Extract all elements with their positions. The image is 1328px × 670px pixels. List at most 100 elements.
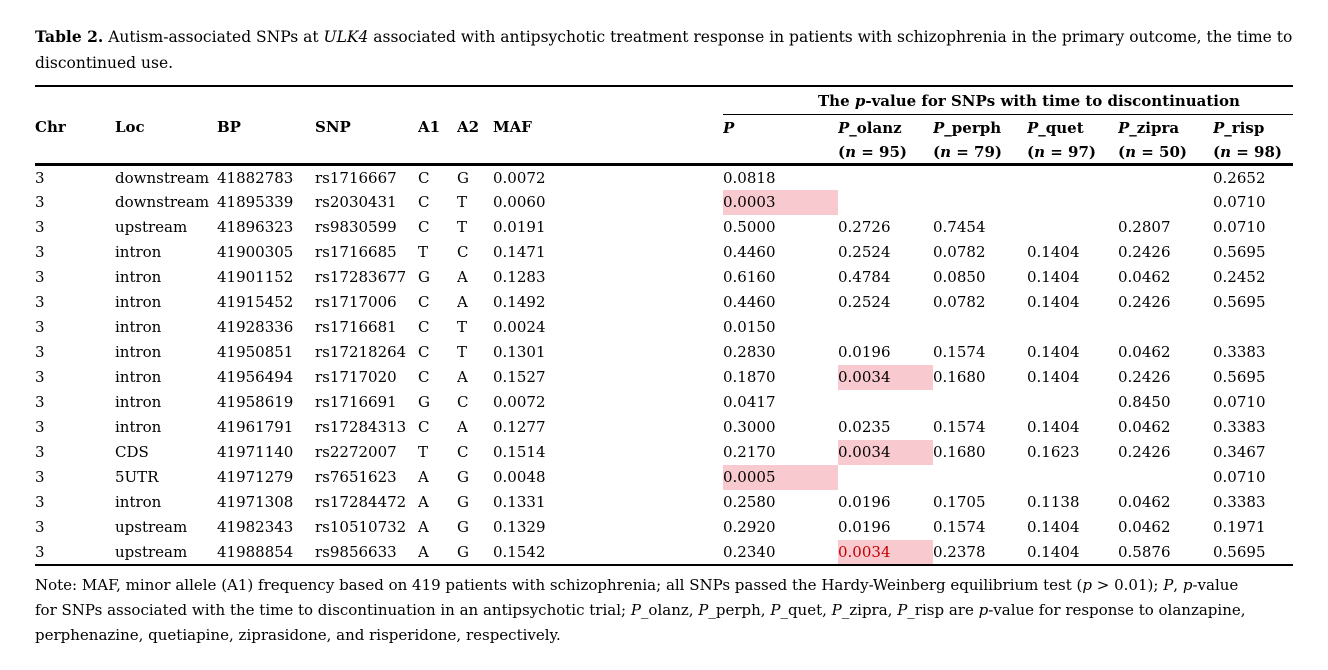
text-segment: = 98) [1231, 142, 1282, 161]
text-segment: _olanz, [640, 600, 699, 619]
cell-p-risp: 0.0710 [1213, 193, 1266, 211]
cell-p-risp: 0.3383 [1213, 418, 1266, 436]
text-segment: n [1034, 142, 1046, 161]
table-note-line-3: perphenazine, quetiapine, ziprasidone, a… [35, 623, 1293, 648]
cell-p: 0.4460 [723, 243, 776, 261]
spanner-spacer [35, 86, 723, 115]
cell-p-perph [933, 390, 1027, 415]
cell-p: 0.0003 [723, 189, 838, 215]
text-segment: A1 [418, 118, 441, 137]
text-segment: -value [1192, 575, 1239, 594]
text-segment: _quet [1038, 118, 1084, 137]
cell-bp: 41950851 [217, 343, 294, 361]
cell-bp: 41896323 [217, 218, 294, 236]
cell-chr: 3 [35, 268, 45, 286]
cell-bp: 41982343 [217, 518, 294, 536]
subheader-n-olanz: (n = 95) [838, 140, 933, 165]
cell-chr: 3 [35, 542, 45, 561]
col-header-p-perph: P_perph [933, 115, 1027, 141]
cell-p-perph: 0.2378 [933, 542, 986, 561]
cell-p: 0.2920 [723, 518, 776, 536]
cell-loc: downstream [115, 193, 210, 211]
cell-p-risp: 0.5695 [1213, 368, 1266, 386]
cell-p-zipra: 0.8450 [1118, 393, 1171, 411]
cell-bp: 41901152 [217, 268, 294, 286]
cell-p-quet: 0.1404 [1027, 368, 1080, 386]
cell-p-olanz: 0.2524 [838, 243, 891, 261]
text-segment: A2 [457, 118, 480, 137]
text-segment: , [1173, 575, 1183, 594]
cell-snp: rs1716685 [315, 243, 397, 261]
cell-p-perph [933, 165, 1027, 190]
cell-a1: C [418, 218, 430, 236]
cell-chr: 3 [35, 343, 45, 361]
col-header-maf: MAF [493, 115, 723, 141]
column-header-row: Chr Loc BP SNP A1 A2 MAF P P_olanz P_per… [35, 115, 1293, 141]
cell-chr: 3 [35, 193, 45, 211]
cell-p-olanz: 0.0196 [838, 343, 891, 361]
table-row: 3 downstream 41882783 rs1716667 C G 0.00… [35, 165, 1293, 190]
cell-a2: A [457, 268, 468, 286]
cell-bp: 41895339 [217, 193, 294, 211]
text-segment: _risp are [907, 600, 979, 619]
col-header-p-zipra: P_zipra [1118, 115, 1213, 141]
cell-p-zipra: 0.5876 [1118, 542, 1171, 561]
cell-snp: rs17283677 [315, 268, 407, 286]
cell-p-perph: 0.1680 [933, 443, 986, 461]
subheader-spacer [35, 140, 838, 165]
cell-p-olanz: 0.0196 [838, 493, 891, 511]
cell-p-olanz: 0.0235 [838, 418, 891, 436]
table-body: 3 downstream 41882783 rs1716667 C G 0.00… [35, 165, 1294, 565]
cell-snp: rs1716681 [315, 318, 397, 336]
text-segment: p [854, 91, 866, 110]
cell-loc: downstream [115, 168, 210, 187]
cell-a1: A [418, 542, 429, 561]
cell-loc: intron [115, 318, 162, 336]
cell-p-olanz [838, 315, 933, 340]
table-title-line-2: discontinued use. [35, 50, 1293, 76]
text-segment: SNP [315, 118, 351, 137]
table-title: Table 2. Autism-associated SNPs at ULK4 … [35, 24, 1293, 76]
col-header-p-risp: P_risp [1213, 115, 1293, 141]
cell-a1: C [418, 293, 430, 311]
cell-p-zipra [1118, 465, 1213, 490]
col-header-snp: SNP [315, 115, 418, 141]
table-row: 3 intron 41971308 rs17284472 A G 0.1331 … [35, 490, 1293, 515]
cell-p-perph: 0.1574 [933, 518, 986, 536]
cell-p-risp: 0.3383 [1213, 343, 1266, 361]
cell-p-perph: 0.0850 [933, 268, 986, 286]
cell-bp: 41958619 [217, 393, 294, 411]
cell-p: 0.2830 [723, 343, 776, 361]
text-segment: P [831, 600, 842, 619]
cell-p-risp: 0.3383 [1213, 493, 1266, 511]
cell-p: 0.3000 [723, 418, 776, 436]
cell-p-quet [1027, 390, 1118, 415]
cell-p-perph [933, 315, 1027, 340]
cell-maf: 0.1514 [493, 443, 546, 461]
cell-p-zipra [1118, 315, 1213, 340]
cell-bp: 41928336 [217, 318, 294, 336]
cell-loc: upstream [115, 518, 188, 536]
text-segment: ( [1213, 142, 1221, 161]
cell-a2: G [457, 468, 469, 486]
cell-loc: intron [115, 343, 162, 361]
cell-p-perph [933, 465, 1027, 490]
spanner-row: The p-value for SNPs with time to discon… [35, 86, 1294, 115]
text-segment: ( [933, 142, 941, 161]
cell-p-zipra: 0.2807 [1118, 218, 1171, 236]
cell-p: 0.2580 [723, 493, 776, 511]
text-segment: P [630, 600, 641, 619]
cell-p-zipra: 0.0462 [1118, 268, 1171, 286]
cell-chr: 3 [35, 393, 45, 411]
cell-a1: A [418, 468, 429, 486]
cell-p-quet [1027, 215, 1118, 240]
table-row: 3 5UTR 41971279 rs7651623 A G 0.0048 0.0… [35, 464, 1293, 490]
cell-a1: A [418, 493, 429, 511]
cell-chr: 3 [35, 243, 45, 261]
cell-bp: 41956494 [217, 368, 294, 386]
cell-a2: G [457, 518, 469, 536]
text-segment: = 95) [856, 142, 907, 161]
text-segment: > 0.01); [1092, 575, 1164, 594]
text-segment: P [698, 600, 709, 619]
cell-bp: 41971140 [217, 443, 294, 461]
